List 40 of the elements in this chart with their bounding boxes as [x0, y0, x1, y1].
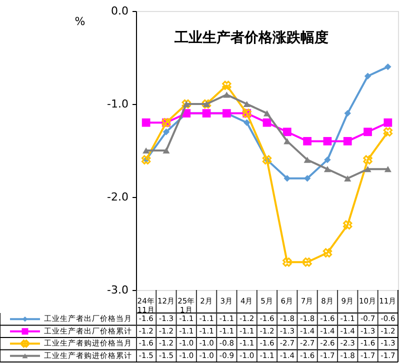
point	[324, 156, 331, 164]
point	[304, 175, 311, 182]
point	[223, 92, 230, 98]
point	[222, 80, 232, 90]
point	[284, 175, 291, 182]
point	[344, 175, 352, 182]
point	[282, 258, 292, 267]
point	[364, 72, 372, 80]
point	[303, 137, 312, 146]
point	[343, 137, 352, 146]
y-tick-label: -2.0	[107, 190, 128, 204]
point	[344, 110, 351, 117]
y-tick-label: -3.0	[107, 284, 128, 296]
point	[263, 110, 271, 116]
text: 工业生产者价格涨跌幅度	[173, 29, 328, 46]
point	[262, 118, 272, 127]
point	[243, 119, 250, 126]
y-axis-title: %	[74, 15, 86, 28]
point	[284, 138, 291, 144]
point	[302, 258, 312, 267]
point	[142, 118, 150, 127]
point	[322, 248, 332, 258]
point	[304, 156, 311, 163]
point	[162, 147, 170, 154]
point	[142, 147, 150, 154]
y-tick-label: -1.0	[107, 98, 128, 110]
point	[384, 166, 392, 172]
point	[364, 166, 372, 172]
point	[384, 118, 392, 127]
point	[384, 63, 392, 70]
y-tick-label: 0.0	[111, 4, 128, 18]
point	[323, 137, 332, 146]
point	[383, 127, 393, 136]
point	[162, 128, 170, 136]
point	[243, 100, 250, 108]
point	[282, 128, 292, 136]
point	[324, 166, 331, 172]
point	[343, 220, 352, 230]
point	[363, 155, 372, 164]
point	[364, 128, 372, 136]
